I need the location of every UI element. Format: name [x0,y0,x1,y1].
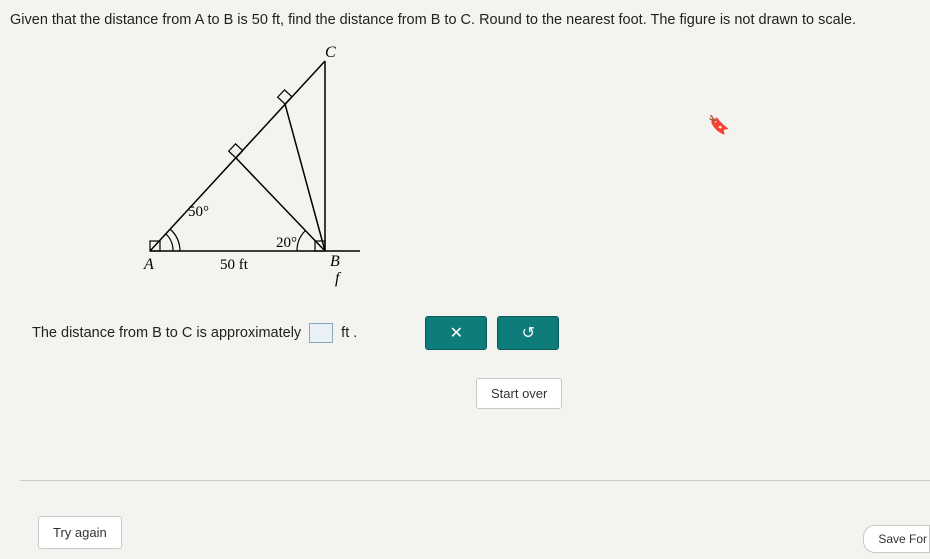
reset-icon: ↺ [522,323,535,343]
bookmark-icon[interactable]: 🔖 [708,115,730,136]
close-icon: ✕ [450,323,463,343]
vertex-c-label: C [325,44,336,61]
angle-b-label: 20° [276,235,297,251]
try-again-button[interactable]: Try again [38,516,122,549]
vertex-b-label: B [330,253,340,270]
vertex-a-label: A [143,256,154,273]
start-over-row: Start over [0,360,930,409]
start-over-button[interactable]: Start over [476,378,562,409]
triangle-figure: C A B 50° 20° 50 ft f [130,41,390,291]
answer-input[interactable] [309,323,333,343]
side-ab-label: 50 ft [220,257,249,273]
angle-a-label: 50° [188,204,209,220]
save-for-button[interactable]: Save For [863,525,930,553]
divider [20,480,930,481]
cursor-f-label: f [335,270,342,287]
answer-unit: ft . [341,325,357,341]
reset-button[interactable]: ↺ [497,316,559,350]
close-button[interactable]: ✕ [425,316,487,350]
figure-area: C A B 50° 20° 50 ft f [0,36,930,296]
answer-row: The distance from B to C is approximatel… [0,296,930,360]
answer-prompt-prefix: The distance from B to C is approximatel… [32,325,301,341]
question-text: Given that the distance from A to B is 5… [0,0,930,36]
control-buttons: ✕ ↺ [425,316,559,350]
